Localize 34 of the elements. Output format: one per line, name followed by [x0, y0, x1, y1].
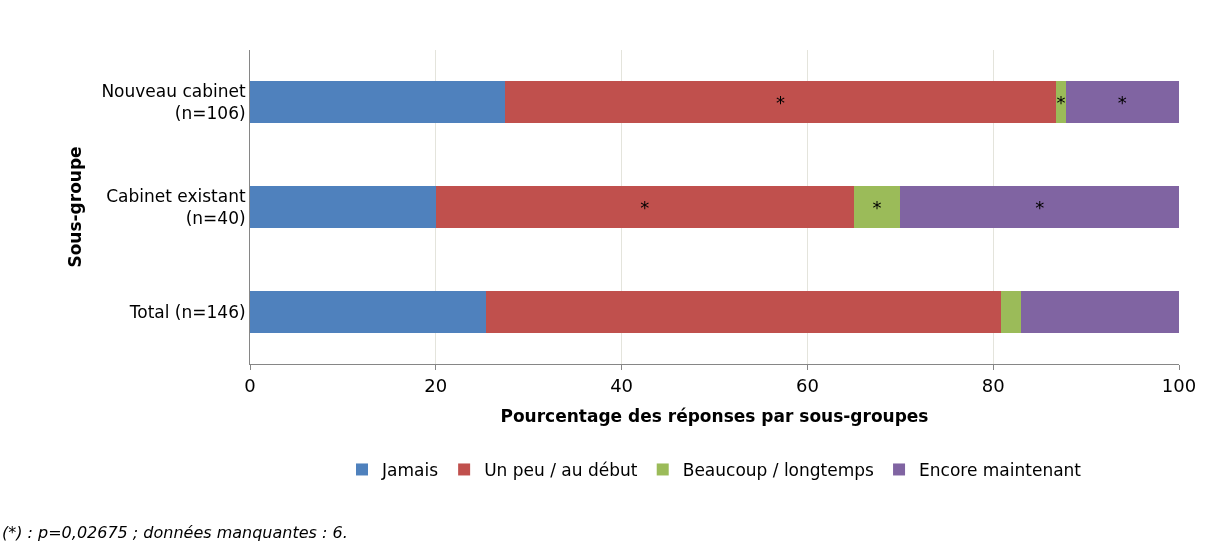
y-axis-title: Sous-groupe	[64, 146, 85, 268]
legend-label: Jamais	[381, 460, 439, 481]
y-tick-label: Cabinet existant (n=40)	[106, 185, 246, 228]
x-tick-label: 40	[610, 374, 634, 396]
bar	[504, 81, 1057, 124]
bar	[485, 290, 1001, 333]
bar	[435, 186, 854, 228]
y-tick-label: Total (n=146)	[128, 301, 246, 322]
x-axis-title: Pourcentage des réponses par sous-groupes	[500, 406, 929, 426]
x-tick-label: 60	[795, 374, 819, 396]
bar	[853, 186, 901, 228]
text: (*) : p=0,02675 ; données manquantes : 6.	[2, 523, 348, 542]
legend-label: Un peu / au début	[484, 460, 638, 481]
bar	[250, 290, 486, 333]
bar	[250, 186, 436, 228]
bar	[1056, 81, 1066, 124]
bar	[1000, 290, 1022, 333]
legend-label: Beaucoup / longtemps	[682, 460, 875, 481]
x-tick-label: 100	[1161, 374, 1197, 396]
bar	[1065, 81, 1179, 124]
bar	[1021, 290, 1179, 333]
data-label: *	[640, 196, 650, 218]
data-label: *	[1035, 196, 1045, 218]
x-tick-label: 0	[244, 374, 256, 396]
y-tick-label: Nouveau cabinet (n=106)	[101, 81, 246, 124]
bar	[250, 81, 505, 124]
data-label: *	[1056, 91, 1066, 113]
legend-label: Encore maintenant	[919, 460, 1082, 481]
data-label: *	[775, 91, 785, 113]
bar	[900, 186, 1179, 228]
data-label: *	[872, 196, 882, 218]
data-label: *	[1117, 91, 1127, 113]
x-tick-label: 80	[981, 374, 1005, 396]
x-tick-label: 20	[424, 374, 448, 396]
